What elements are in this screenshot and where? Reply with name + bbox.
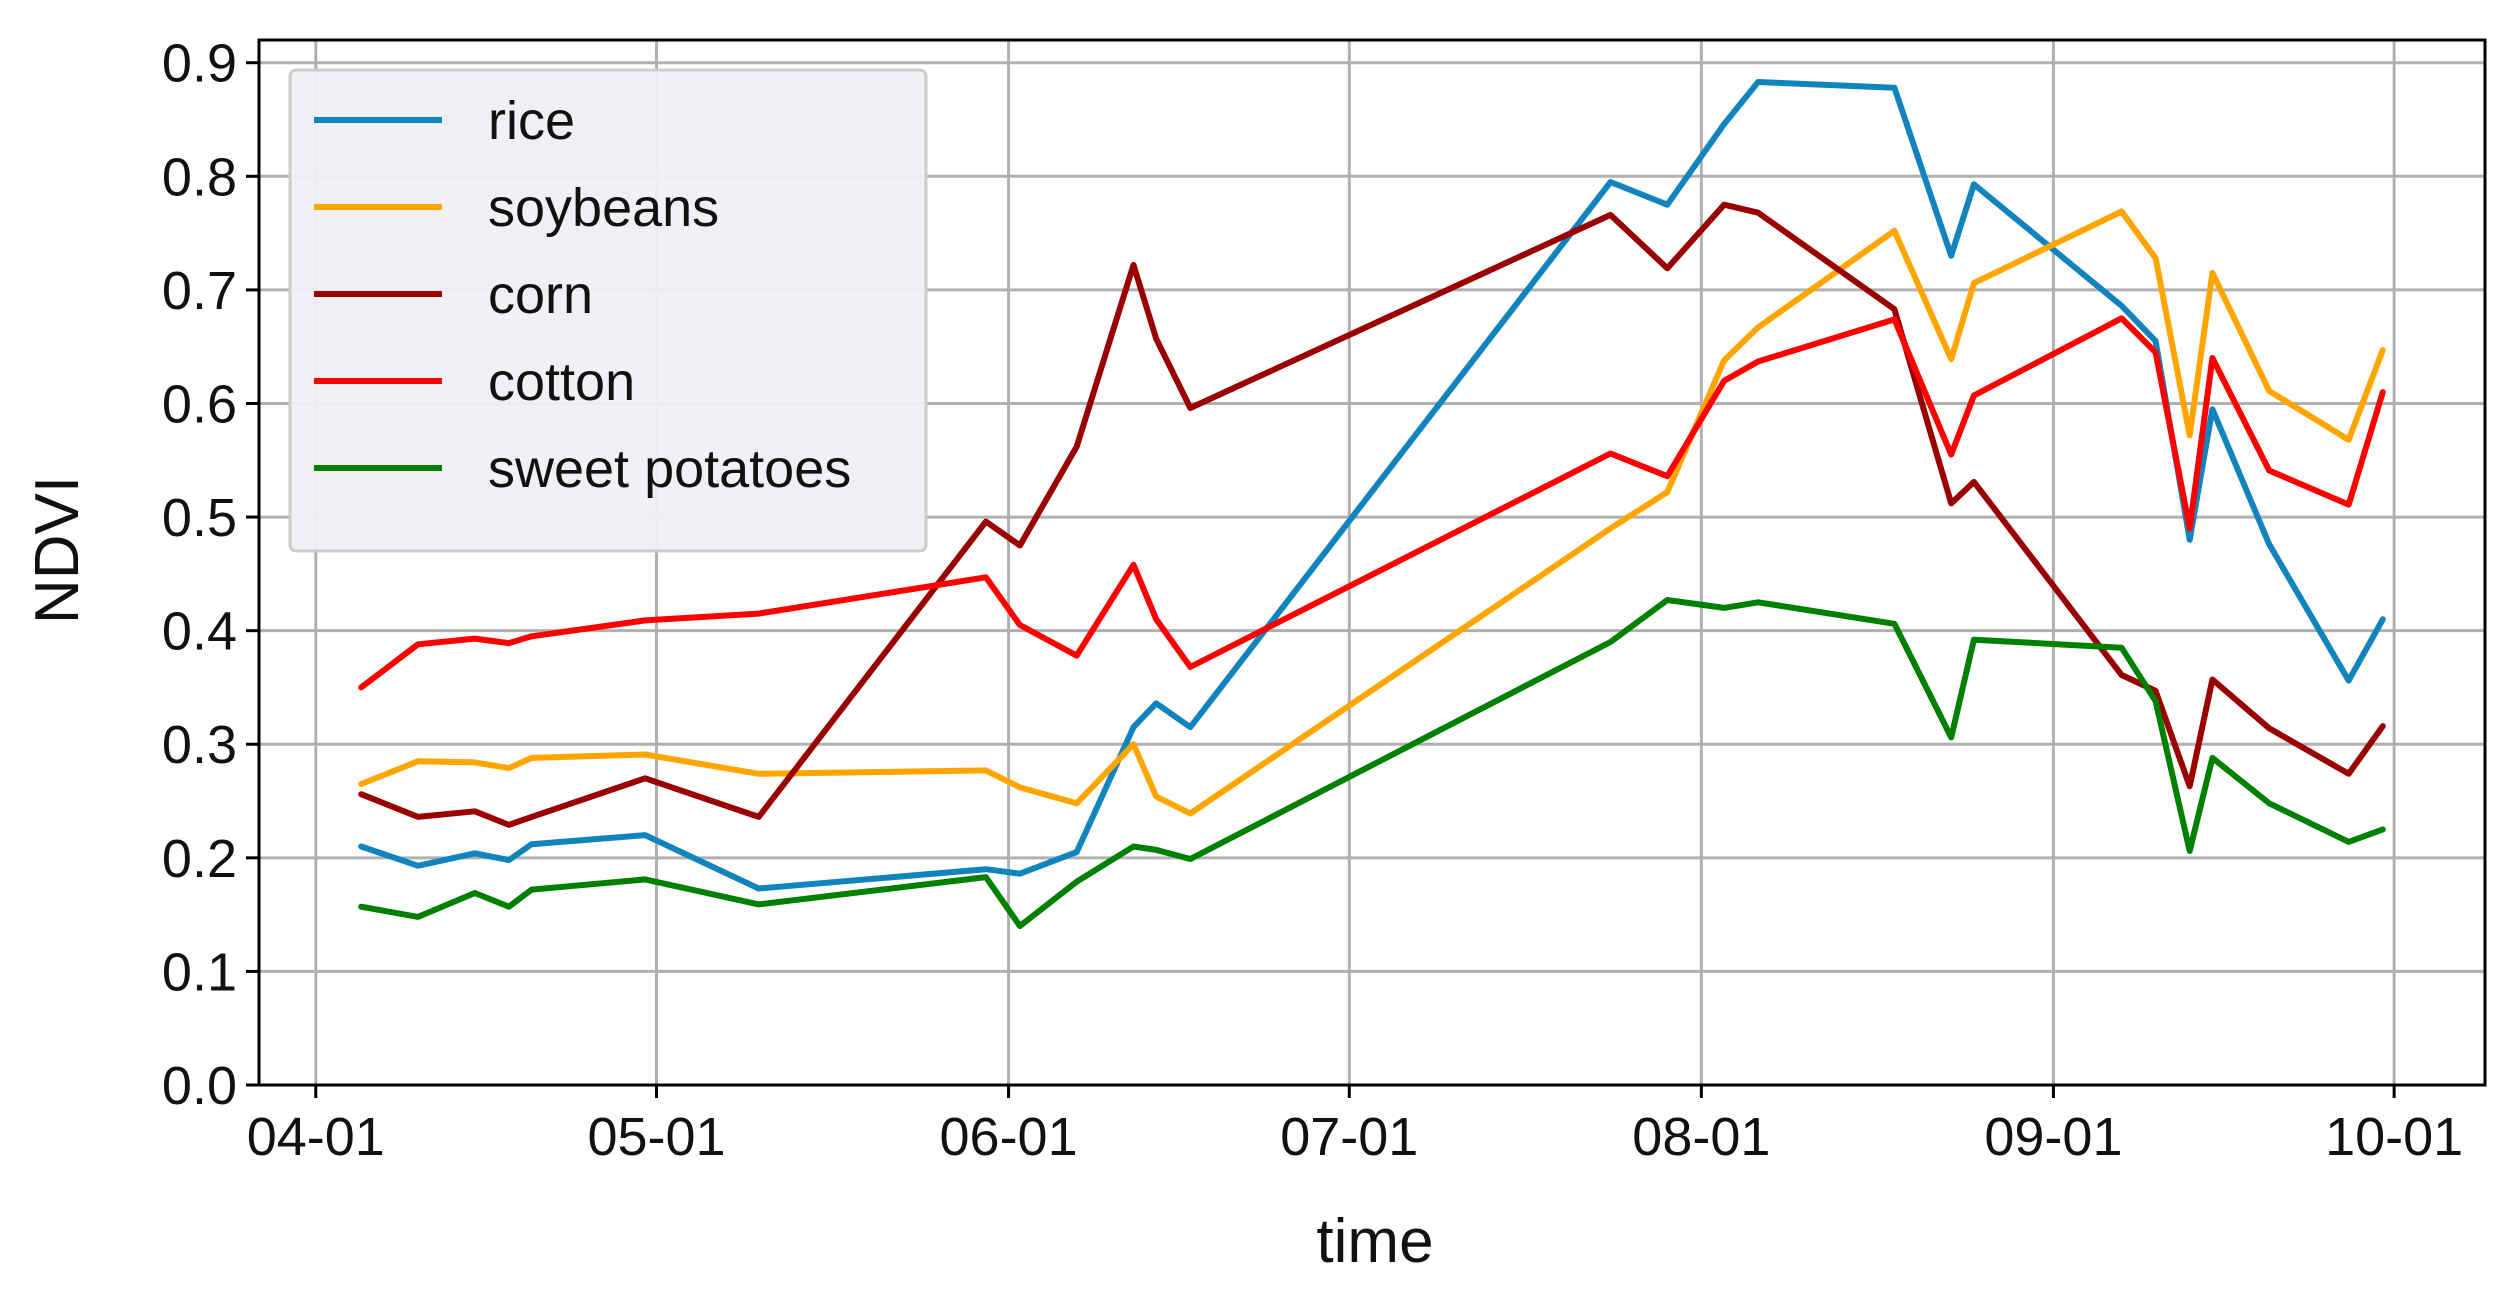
series-line-corn	[358, 201, 2386, 828]
y-tick-label: 0.3	[162, 715, 237, 775]
y-tick-label: 0.9	[162, 34, 237, 94]
y-tick-label: 0.2	[162, 829, 237, 889]
y-axis-title: NDVI	[23, 476, 92, 624]
y-tick-label: 0.1	[162, 942, 237, 1002]
x-tick-label: 08-01	[1632, 1107, 1770, 1167]
legend-label-sweet-potatoes: sweet potatoes	[488, 439, 851, 499]
legend: rice soybeans corn cotton sweet potatoes	[288, 68, 928, 553]
x-tick-label: 04-01	[247, 1107, 385, 1167]
x-tick-label: 10-01	[2325, 1107, 2463, 1167]
legend-label-corn: corn	[488, 265, 593, 325]
series-line-cotton	[358, 315, 2386, 691]
x-tick-label: 09-01	[1984, 1107, 2122, 1167]
legend-label-cotton: cotton	[488, 352, 635, 412]
series-lines	[358, 79, 2386, 929]
y-tick-label: 0.4	[162, 602, 237, 662]
x-tick-label: 05-01	[587, 1107, 725, 1167]
y-tick-label: 0.7	[162, 261, 237, 321]
x-tick-label: 06-01	[940, 1107, 1078, 1167]
y-tick-label: 0.6	[162, 374, 237, 434]
plot-frame	[257, 38, 2487, 1087]
y-tick-label: 0.8	[162, 147, 237, 207]
series-line-sweet-potatoes	[358, 597, 2386, 929]
legend-label-soybeans: soybeans	[488, 178, 719, 238]
x-axis-title: time	[1316, 1207, 1433, 1276]
legend-box	[288, 68, 928, 553]
x-tick-label: 07-01	[1280, 1107, 1418, 1167]
y-tick-label: 0.5	[162, 488, 237, 548]
series-line-soybeans	[358, 208, 2386, 817]
legend-label-rice: rice	[488, 91, 575, 151]
axis-ticks: 04-01 05-01 06-01 07-01 08-01 09-01 10-01 0.0 0.…	[162, 34, 2463, 1167]
y-tick-label: 0.0	[162, 1056, 237, 1116]
